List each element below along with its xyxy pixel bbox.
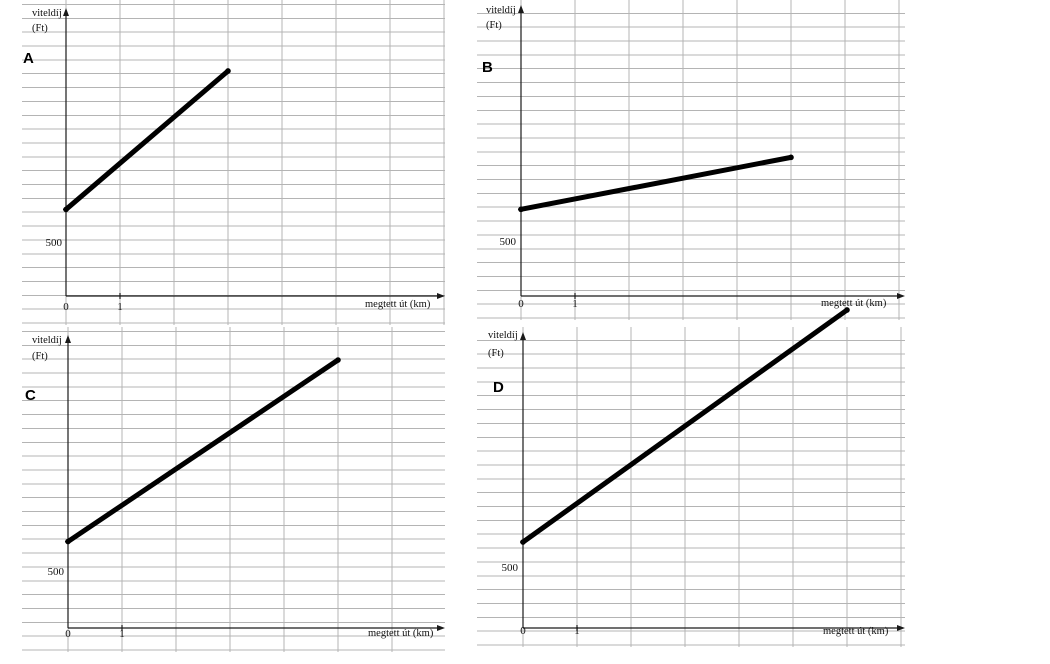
series-group bbox=[65, 357, 341, 545]
panel-letter: D bbox=[493, 379, 504, 396]
y-axis-unit: (Ft) bbox=[32, 23, 48, 34]
y-axis-arrow bbox=[65, 335, 71, 343]
series-group bbox=[520, 307, 850, 545]
data-point-end bbox=[788, 154, 794, 161]
y-axis-unit: (Ft) bbox=[32, 351, 48, 362]
x-tick-label-0: 0 bbox=[65, 628, 71, 640]
y-axis-arrow bbox=[63, 8, 69, 16]
series-line bbox=[520, 307, 850, 545]
series-line bbox=[518, 154, 794, 212]
x-tick-label-0: 0 bbox=[520, 625, 526, 637]
y-axis-unit: (Ft) bbox=[488, 348, 504, 359]
axes bbox=[520, 332, 905, 631]
y-tick-label-500: 500 bbox=[48, 566, 65, 578]
y-tick-label-500: 500 bbox=[500, 236, 517, 248]
data-point-start bbox=[520, 539, 526, 545]
y-axis-arrow bbox=[520, 332, 526, 340]
y-axis-label: viteldíj bbox=[32, 8, 62, 19]
chart-panel-c: viteldíj (Ft) C 500 0 1 megtett út (km) bbox=[22, 327, 445, 652]
y-axis-unit: (Ft) bbox=[486, 20, 502, 31]
y-tick-label-500: 500 bbox=[46, 237, 63, 249]
x-axis-arrow bbox=[437, 293, 445, 299]
data-point-end bbox=[225, 68, 231, 74]
x-tick-label-1: 1 bbox=[574, 625, 580, 637]
chart-panel-d: viteldíj (Ft) D 500 0 1 megtett út (km) bbox=[477, 307, 905, 647]
x-tick-label-1: 1 bbox=[117, 301, 123, 313]
x-axis-arrow bbox=[897, 293, 905, 299]
chart-panel-b: viteldíj (Ft) B 500 0 1 megtett út (km) bbox=[477, 0, 905, 320]
panel-letter: B bbox=[482, 59, 493, 76]
series-group bbox=[63, 68, 231, 213]
x-tick-label-1: 1 bbox=[119, 628, 125, 640]
y-axis-label: viteldíj bbox=[488, 330, 518, 341]
data-point-start bbox=[518, 206, 524, 213]
y-axis-label: viteldíj bbox=[32, 335, 62, 346]
y-axis-label: viteldíj bbox=[486, 5, 516, 16]
grid-lines bbox=[477, 0, 905, 320]
series-line bbox=[65, 357, 341, 545]
x-tick-label-0: 0 bbox=[518, 298, 524, 310]
x-axis-label: megtett út (km) bbox=[365, 299, 431, 310]
data-point-start bbox=[63, 206, 69, 213]
x-axis-arrow bbox=[897, 625, 905, 631]
grid-lines bbox=[22, 0, 445, 325]
x-axis-arrow bbox=[437, 625, 445, 631]
y-tick-label-500: 500 bbox=[502, 562, 519, 574]
data-point-end bbox=[335, 357, 341, 363]
series-line bbox=[63, 68, 231, 212]
y-axis-arrow bbox=[518, 5, 524, 13]
data-point-end bbox=[844, 307, 850, 313]
x-tick-label-0: 0 bbox=[63, 301, 69, 313]
x-tick-label-1: 1 bbox=[572, 298, 578, 310]
panel-letter: A bbox=[23, 50, 34, 67]
data-point-start bbox=[65, 538, 71, 545]
series-group bbox=[518, 154, 794, 213]
grid-lines bbox=[477, 327, 905, 647]
grid-lines bbox=[22, 327, 445, 652]
x-axis-label: megtett út (km) bbox=[821, 298, 887, 309]
x-axis-label: megtett út (km) bbox=[823, 626, 889, 637]
axes bbox=[65, 335, 445, 631]
panel-letter: C bbox=[25, 387, 36, 404]
x-axis-label: megtett út (km) bbox=[368, 628, 434, 639]
chart-panel-a: viteldíj (Ft) A 500 0 1 megtett út (km) bbox=[22, 0, 445, 325]
